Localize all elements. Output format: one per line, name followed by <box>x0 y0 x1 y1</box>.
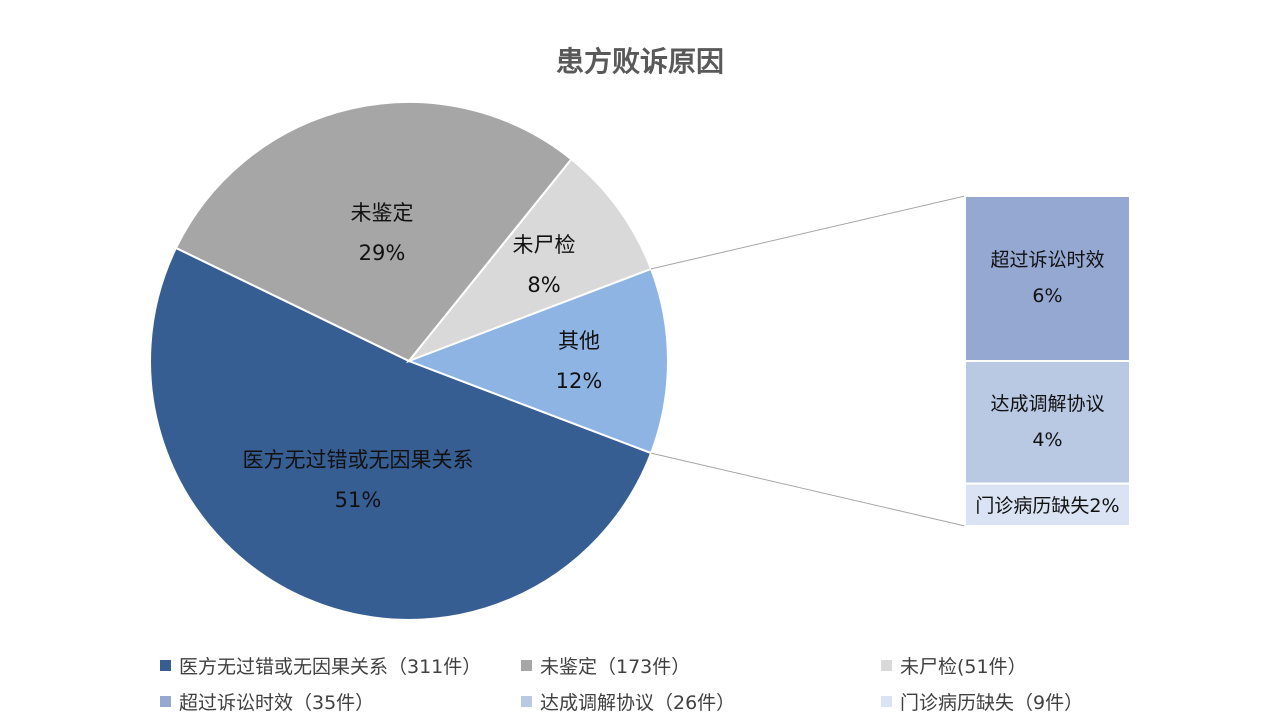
pie-slice-0 <box>149 246 653 621</box>
pie-slice-label-1: 未鉴定 <box>351 201 414 225</box>
legend-item: 达成调解协议（26件） <box>521 690 735 716</box>
legend-item: 超过诉讼时效（35件） <box>160 690 374 716</box>
pie-slice-2 <box>405 157 653 364</box>
legend-item: 门诊病历缺失（9件） <box>881 690 1083 716</box>
legend-swatch <box>521 660 532 671</box>
bar-segment-0 <box>964 195 1131 362</box>
legend-swatch <box>881 660 892 671</box>
bar-segment-percent-2: 2% <box>1089 494 1119 516</box>
legend-label: 未尸检(51件） <box>900 656 1027 678</box>
pie-slice-percent-3: 12% <box>556 369 603 393</box>
legend-label: 达成调解协议（26件） <box>540 692 736 714</box>
bar-segment-1 <box>964 360 1131 485</box>
pie-slice-percent-0: 51% <box>335 488 382 512</box>
connector-line-bottom <box>650 452 966 527</box>
pie-slice-percent-2: 8% <box>527 273 560 297</box>
legend-swatch <box>881 696 892 707</box>
connector-line-top <box>650 195 966 270</box>
legend-item: 未尸检(51件） <box>881 654 1027 680</box>
bar-segment-name-2: 门诊病历缺失 <box>975 494 1089 516</box>
pie-slice-label-0: 医方无过错或无因果关系 <box>243 448 474 472</box>
pie-slice-percent-1: 29% <box>359 241 406 265</box>
legend-swatch <box>160 696 171 707</box>
legend-item: 未鉴定（173件） <box>521 654 690 680</box>
legend-label: 医方无过错或无因果关系（311件） <box>179 656 482 678</box>
bar-segment-label-2: 门诊病历缺失2% <box>975 494 1119 516</box>
legend-item: 医方无过错或无因果关系（311件） <box>160 654 481 680</box>
legend-swatch <box>521 696 532 707</box>
pie-slice-label-3: 其他 <box>558 329 600 353</box>
legend-label: 未鉴定（173件） <box>540 656 691 678</box>
legend-label: 门诊病历缺失（9件） <box>900 692 1084 714</box>
pie-slice-label-2: 未尸检 <box>513 233 576 257</box>
bar-segment-percent-1: 4% <box>1032 429 1062 451</box>
chart-title: 患方败诉原因 <box>555 45 724 78</box>
legend-label: 超过诉讼时效（35件） <box>179 692 375 714</box>
bar-segment-label-0: 超过诉讼时效 <box>990 249 1104 271</box>
legend-swatch <box>160 660 171 671</box>
bar-segment-label-1: 达成调解协议 <box>990 393 1104 415</box>
pie-slice-1 <box>174 101 573 363</box>
bar-segment-percent-0: 6% <box>1032 285 1062 307</box>
pie-slice-3 <box>406 267 669 455</box>
bar-segment-2 <box>964 482 1131 528</box>
